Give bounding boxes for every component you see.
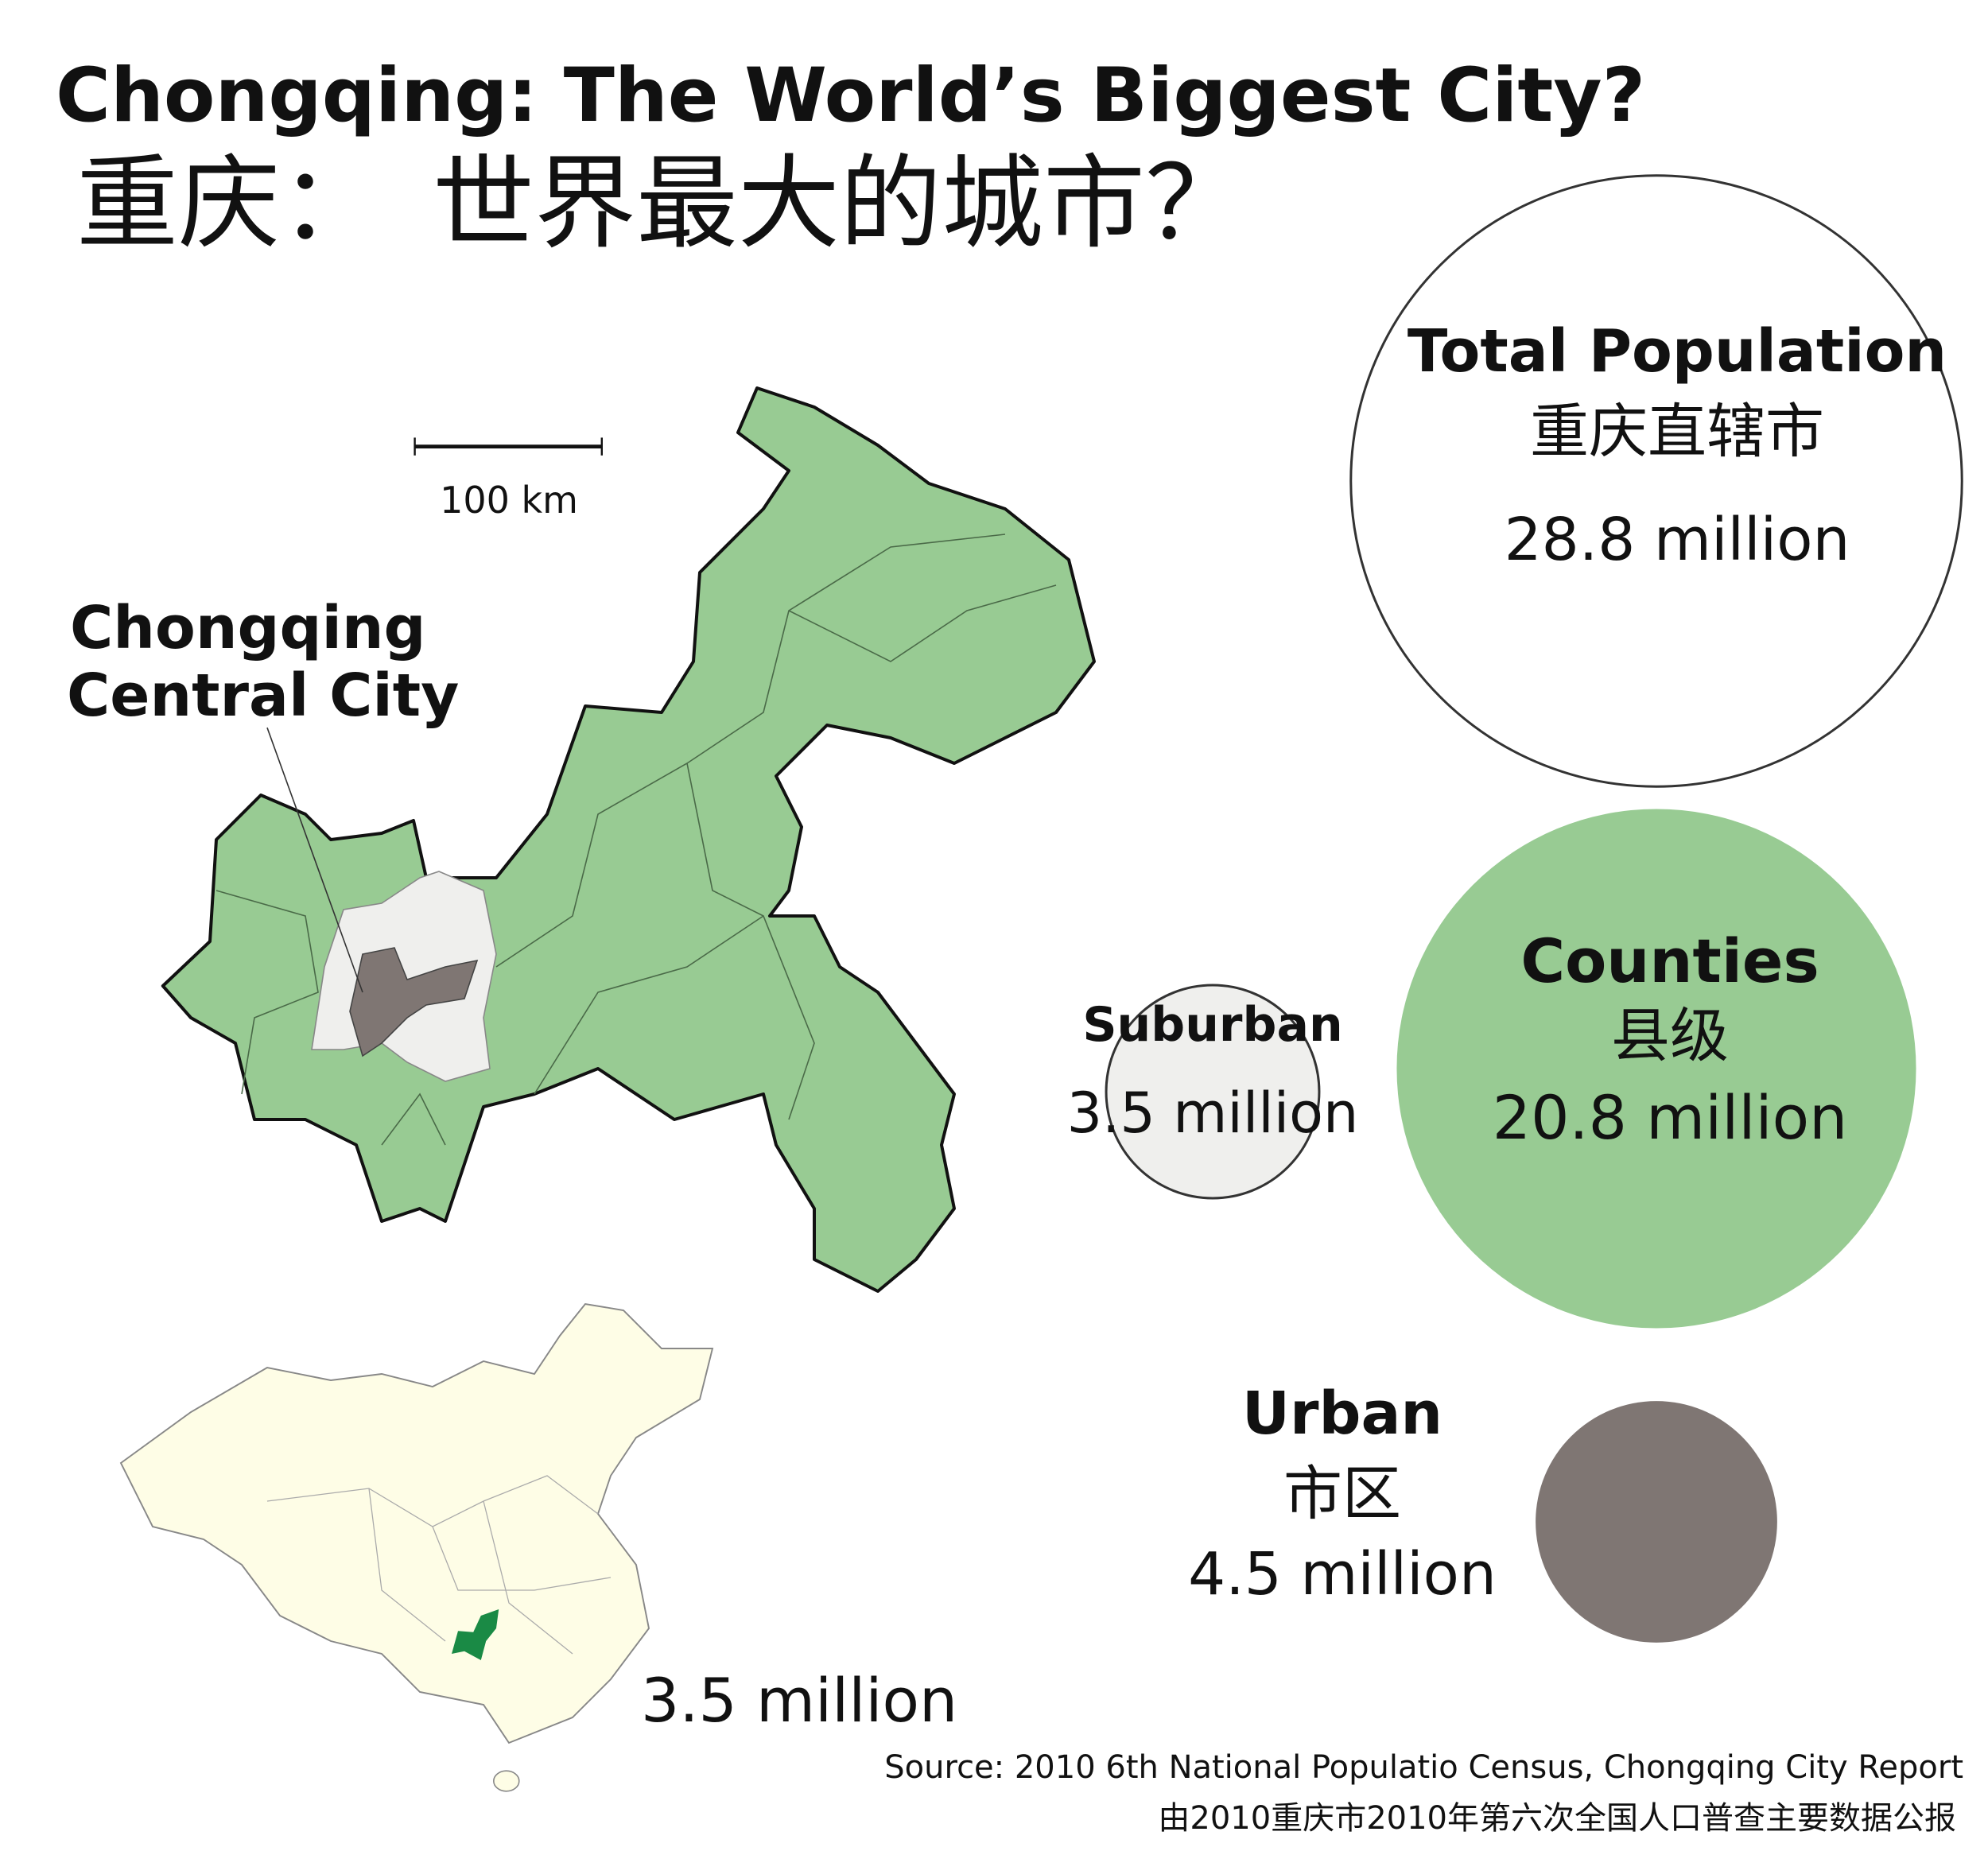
bubble	[1396, 809, 1916, 1329]
china-outline	[119, 1302, 714, 1744]
china-map	[119, 1302, 714, 1792]
scale-label: 100 km	[440, 479, 578, 522]
hainan	[493, 1770, 520, 1792]
bubble-label: Urban	[1242, 1380, 1442, 1448]
bubble	[1105, 984, 1321, 1200]
bubble	[1349, 174, 1963, 788]
bubble-label-zh: 县级	[1611, 1002, 1729, 1070]
chongqing-location	[452, 1609, 499, 1660]
source: Source: 2010 6th National Populatio Cens…	[884, 1749, 1963, 1786]
central-city-label: Central City	[67, 662, 459, 730]
bubble-label-zh: 重庆直辖市	[1530, 398, 1824, 466]
value-label: 20.8 million	[1493, 1082, 1848, 1153]
urban-region	[349, 947, 479, 1057]
value-label: 28.8 million	[1505, 506, 1850, 574]
map-label: 3.5 million	[641, 1665, 957, 1736]
bubble-label: Counties	[1520, 925, 1819, 996]
bubble-label: Total Population	[1408, 317, 1947, 386]
title: Chongqing: The World’s Biggest City?	[56, 52, 1645, 139]
central-city-label: Chongqing	[70, 594, 425, 662]
leader-line	[266, 727, 363, 993]
chongqing-region	[161, 386, 1097, 1294]
value-label: 4.5 million	[1188, 1540, 1497, 1608]
chongqing-map	[161, 386, 1097, 1294]
subtitle: 重庆： 世界最大的城市？	[76, 145, 1247, 263]
source: 由2010重庆市2010年第六次全国人口普查主要数据公报	[1158, 1800, 1956, 1837]
bubble-label-zh: 市区	[1283, 1460, 1401, 1528]
county-borders	[215, 534, 1057, 1146]
value-label: 3.5 million	[1067, 1081, 1359, 1146]
province-borders	[266, 1475, 612, 1655]
bubble	[1536, 1401, 1777, 1643]
bubble-label: Suburban	[1082, 997, 1342, 1053]
